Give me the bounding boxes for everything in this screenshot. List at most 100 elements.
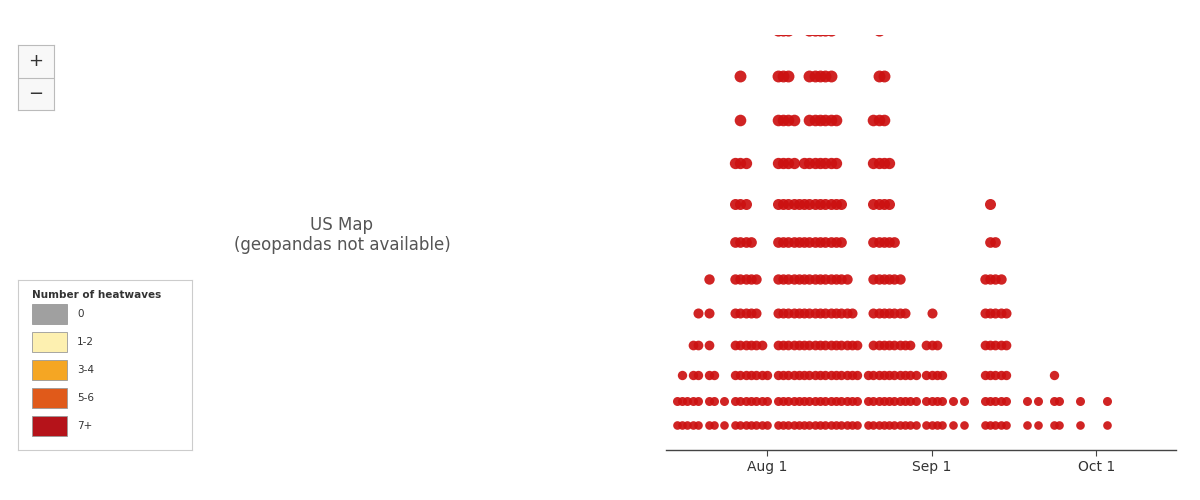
Point <box>672 421 691 429</box>
Point <box>816 398 835 406</box>
Point <box>816 116 835 124</box>
Point <box>884 275 904 283</box>
Point <box>827 200 846 207</box>
Point <box>678 421 697 429</box>
Point <box>1028 398 1048 406</box>
Point <box>768 371 787 379</box>
Point <box>821 26 840 34</box>
Point <box>689 342 708 349</box>
Point <box>790 238 809 246</box>
Point <box>779 26 798 34</box>
Point <box>779 421 798 429</box>
Point <box>810 275 829 283</box>
Point <box>768 310 787 318</box>
Point <box>864 116 883 124</box>
Point <box>752 421 772 429</box>
Point <box>805 342 824 349</box>
Point <box>901 421 920 429</box>
Point <box>800 159 820 167</box>
Point <box>906 398 925 406</box>
Point <box>810 342 829 349</box>
Point <box>847 398 866 406</box>
Point <box>794 159 814 167</box>
Point <box>1044 421 1063 429</box>
Point <box>821 371 840 379</box>
Point <box>683 421 702 429</box>
Point <box>880 421 899 429</box>
Bar <box>32 360 67 380</box>
Text: Number of heatwaves: Number of heatwaves <box>32 290 161 300</box>
Point <box>922 371 941 379</box>
Point <box>980 342 1000 349</box>
Point <box>742 421 761 429</box>
Point <box>773 310 792 318</box>
Point <box>932 421 952 429</box>
Point <box>790 371 809 379</box>
Point <box>985 371 1004 379</box>
Point <box>773 200 792 207</box>
Bar <box>32 304 67 324</box>
Point <box>794 342 814 349</box>
Text: 3-4: 3-4 <box>77 365 94 375</box>
Point <box>1044 398 1063 406</box>
Point <box>805 310 824 318</box>
Point <box>698 342 718 349</box>
Point <box>784 310 803 318</box>
Point <box>869 398 888 406</box>
Point <box>842 421 862 429</box>
Point <box>779 116 798 124</box>
Point <box>768 342 787 349</box>
Point <box>779 275 798 283</box>
Point <box>731 275 750 283</box>
Point <box>864 238 883 246</box>
Point <box>784 371 803 379</box>
Point <box>757 398 776 406</box>
Point <box>890 275 910 283</box>
Point <box>800 310 820 318</box>
Point <box>821 116 840 124</box>
Point <box>800 116 820 124</box>
Point <box>991 371 1010 379</box>
Point <box>794 421 814 429</box>
Point <box>864 310 883 318</box>
Point <box>800 200 820 207</box>
Point <box>875 421 894 429</box>
Point <box>832 371 851 379</box>
Point <box>869 116 888 124</box>
Point <box>943 421 962 429</box>
Point <box>827 398 846 406</box>
Point <box>996 421 1015 429</box>
Point <box>816 72 835 80</box>
Point <box>773 275 792 283</box>
Point <box>715 398 734 406</box>
Point <box>875 342 894 349</box>
Point <box>985 310 1004 318</box>
Point <box>736 371 755 379</box>
Point <box>976 342 995 349</box>
Point <box>794 310 814 318</box>
Point <box>1018 398 1037 406</box>
Point <box>864 421 883 429</box>
Point <box>773 371 792 379</box>
Point <box>768 116 787 124</box>
Point <box>821 421 840 429</box>
Point <box>810 371 829 379</box>
Point <box>1070 421 1090 429</box>
Point <box>790 421 809 429</box>
Point <box>784 116 803 124</box>
Point <box>827 342 846 349</box>
Point <box>980 398 1000 406</box>
Point <box>742 371 761 379</box>
Point <box>880 342 899 349</box>
Point <box>779 159 798 167</box>
Point <box>985 238 1004 246</box>
Point <box>869 26 888 34</box>
Point <box>864 342 883 349</box>
Point <box>1044 371 1063 379</box>
Point <box>901 398 920 406</box>
Point <box>832 398 851 406</box>
Point <box>800 371 820 379</box>
Point <box>906 421 925 429</box>
Point <box>773 342 792 349</box>
Point <box>890 398 910 406</box>
